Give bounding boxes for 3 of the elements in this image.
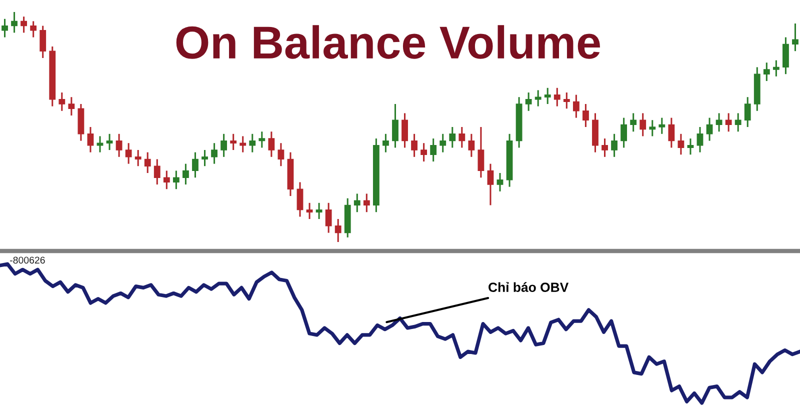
chart-title: On Balance Volume <box>176 25 600 59</box>
annotation: Chỉ báo OBV <box>488 282 569 292</box>
text: -800626 <box>10 256 45 264</box>
